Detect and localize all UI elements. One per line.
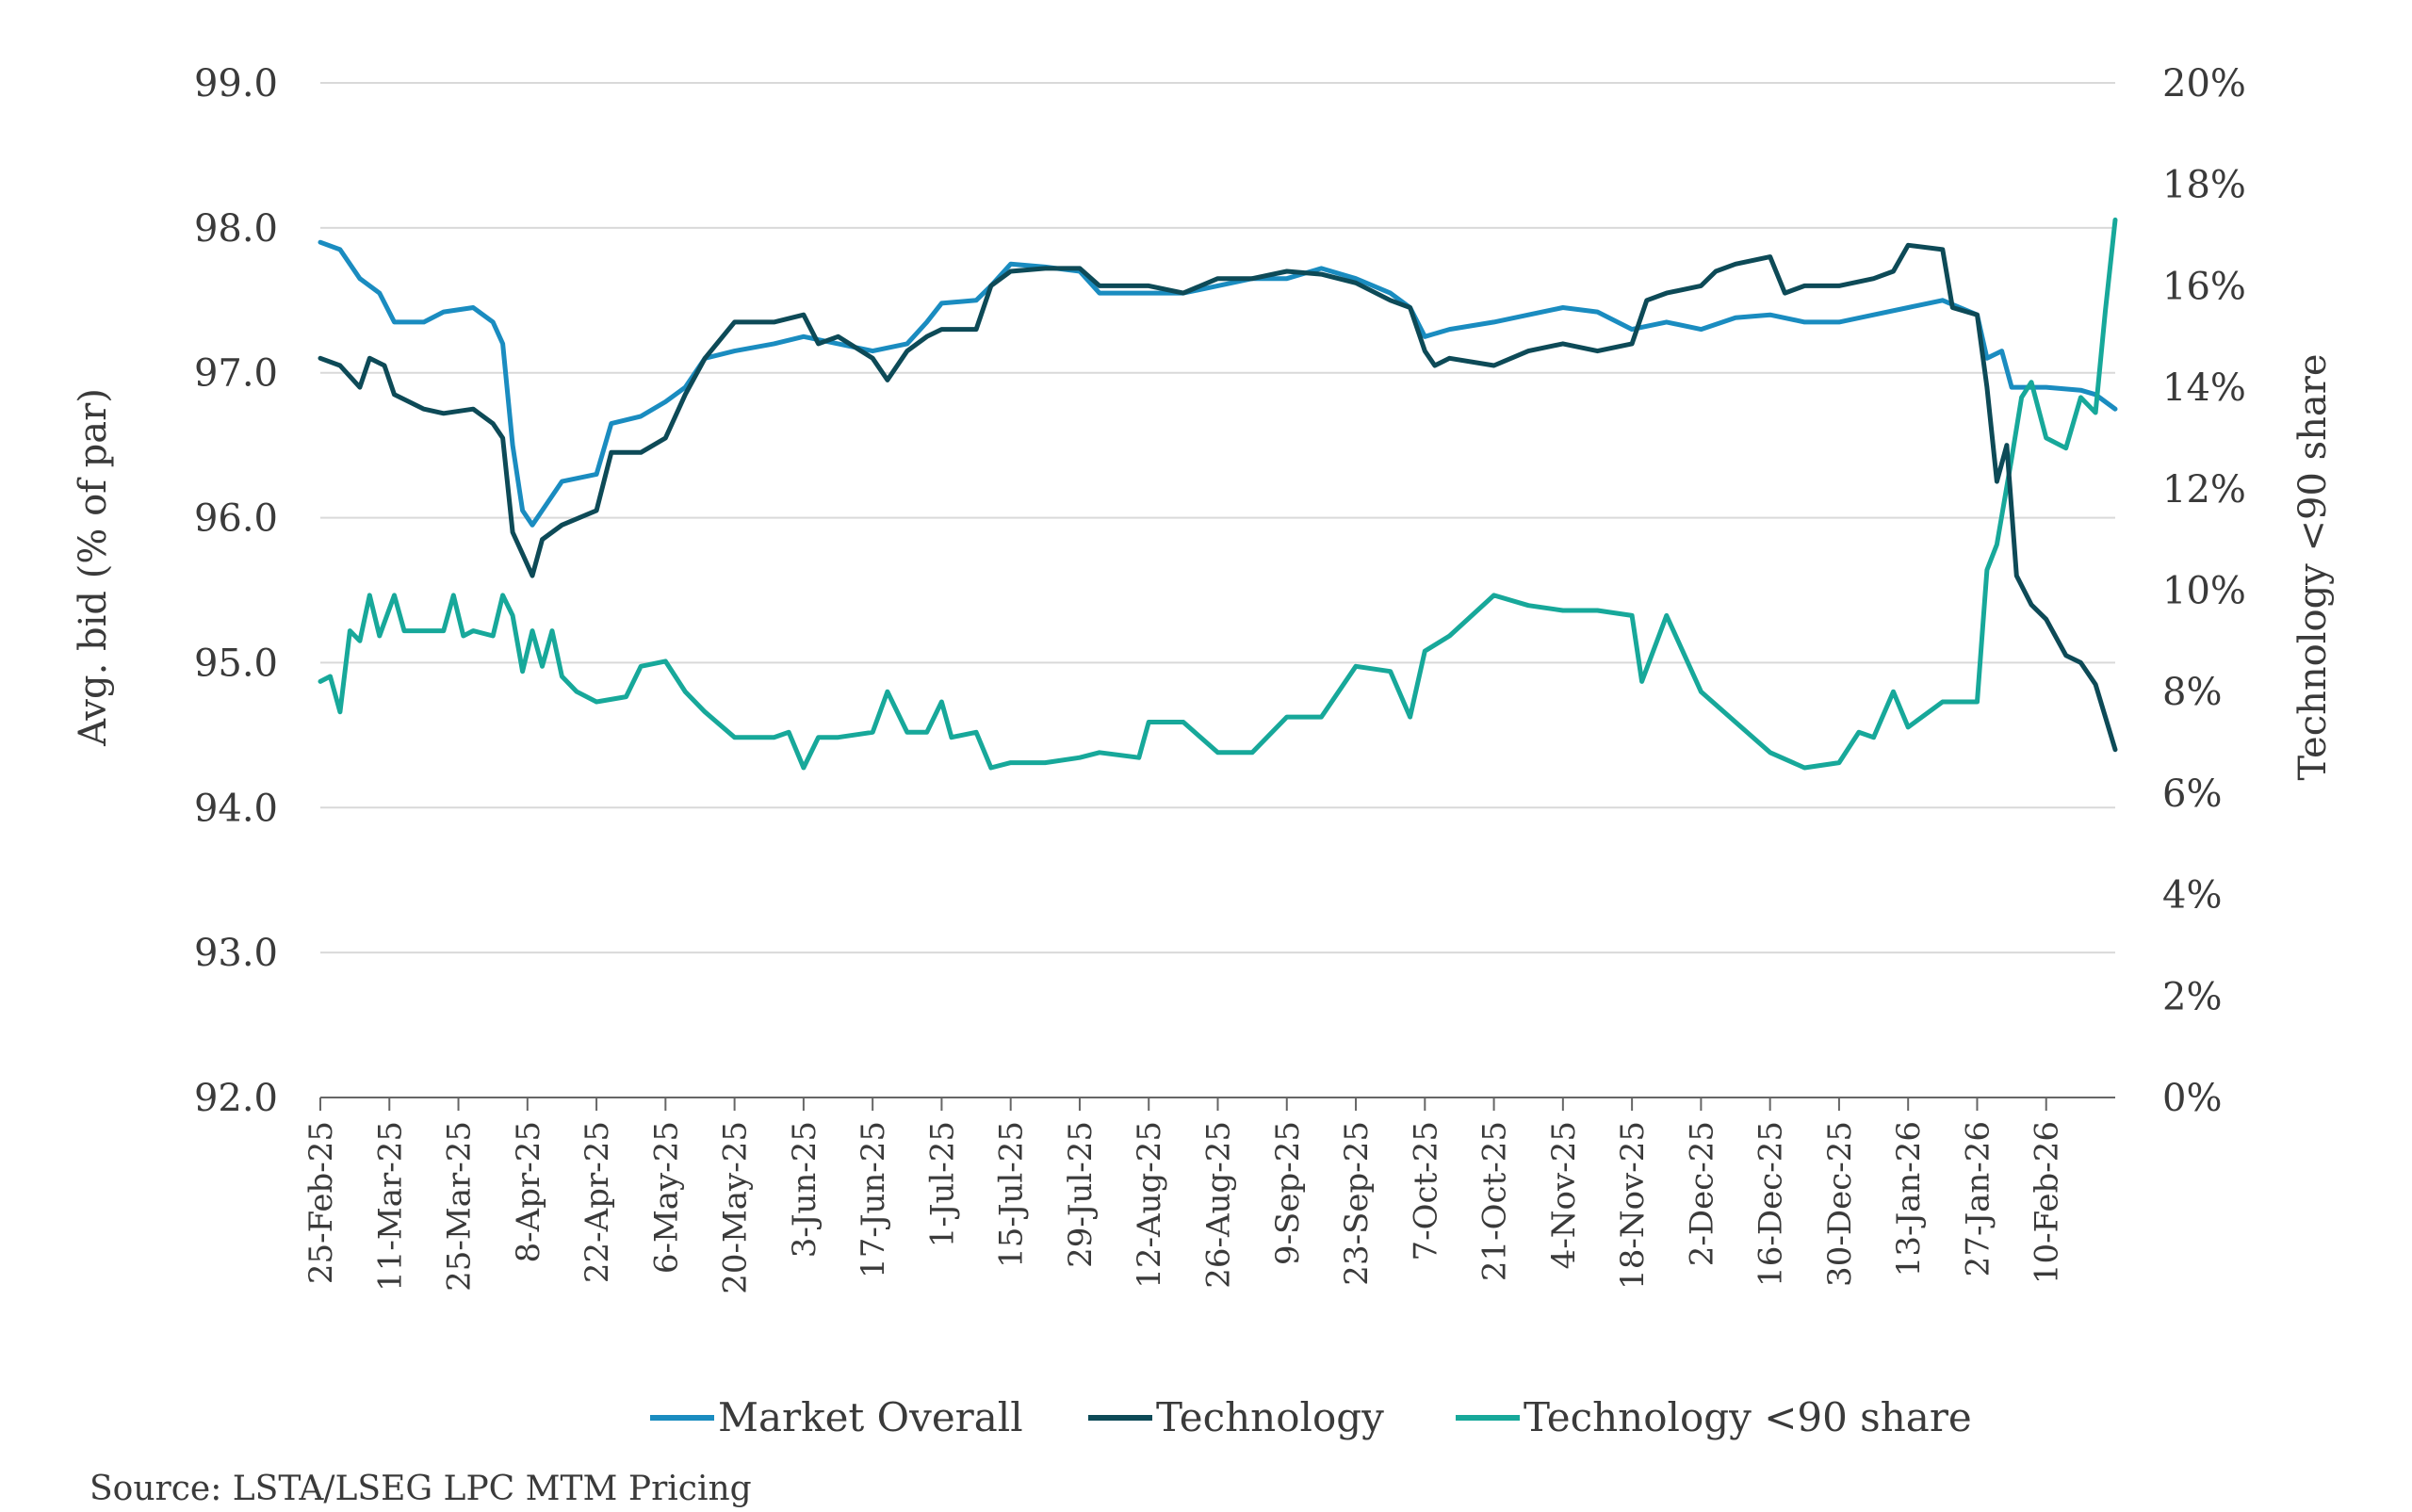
x-tick-label: 16-Dec-25 bbox=[1752, 1121, 1790, 1287]
x-tick-label: 2-Dec-25 bbox=[1683, 1121, 1720, 1266]
x-axis-ticks: 25-Feb-25 11-Mar-25 25-Mar-25 8-Apr-25 22-Ap… bbox=[302, 1097, 2066, 1294]
x-tick-label: 25-Feb-25 bbox=[302, 1121, 340, 1284]
x-tick-label: 21-Oct-25 bbox=[1476, 1121, 1514, 1281]
left-tick-label: 98.0 bbox=[194, 207, 278, 251]
x-tick-label: 22-Apr-25 bbox=[579, 1121, 616, 1283]
left-tick-label: 92.0 bbox=[194, 1077, 278, 1120]
right-tick-label: 12% bbox=[2162, 468, 2246, 512]
right-tick-label: 20% bbox=[2162, 62, 2246, 106]
legend-item-market-overall: Market Overall bbox=[650, 1394, 1023, 1440]
x-tick-label: 8-Apr-25 bbox=[510, 1121, 547, 1262]
series-lines bbox=[318, 217, 2118, 771]
right-tick-label: 6% bbox=[2162, 772, 2222, 816]
x-tick-label: 23-Sep-25 bbox=[1338, 1121, 1376, 1286]
right-tick-label: 18% bbox=[2162, 164, 2246, 207]
left-tick-label: 94.0 bbox=[194, 787, 278, 830]
x-tick-label: 4-Nov-25 bbox=[1545, 1121, 1583, 1269]
series-line-technology bbox=[318, 242, 2118, 753]
x-tick-label: 9-Sep-25 bbox=[1269, 1121, 1307, 1265]
x-tick-label: 15-Jul-25 bbox=[993, 1121, 1031, 1268]
x-tick-label: 12-Aug-25 bbox=[1131, 1121, 1168, 1289]
right-tick-label: 0% bbox=[2162, 1077, 2222, 1120]
x-tick-label: 6-May-25 bbox=[647, 1121, 685, 1274]
right-axis-ticks: 0% 2% 4% 6% 8% 10% 12% 14% 16% 18% 20% bbox=[2162, 62, 2246, 1120]
x-tick-label: 1-Jul-25 bbox=[923, 1121, 961, 1247]
right-tick-label: 4% bbox=[2162, 874, 2222, 918]
legend: Market Overall Technology Technology <90… bbox=[650, 1394, 1972, 1440]
source-note: Source: LSTA/LSEG LPC MTM Pricing bbox=[90, 1470, 752, 1508]
legend-item-technology: Technology bbox=[1088, 1394, 1384, 1440]
left-tick-label: 95.0 bbox=[194, 642, 278, 685]
legend-label-technology: Technology bbox=[1156, 1394, 1384, 1440]
x-tick-label: 17-Jun-25 bbox=[855, 1121, 892, 1278]
x-tick-label: 20-May-25 bbox=[717, 1121, 755, 1294]
legend-label-market-overall: Market Overall bbox=[718, 1394, 1023, 1440]
legend-item-technology-under-90-share: Technology <90 share bbox=[1456, 1394, 1972, 1440]
x-tick-label: 29-Jul-25 bbox=[1062, 1121, 1100, 1268]
right-axis-title: Technology <90 share bbox=[2291, 353, 2335, 780]
right-tick-label: 8% bbox=[2162, 671, 2222, 714]
right-tick-label: 2% bbox=[2162, 975, 2222, 1018]
x-tick-label: 13-Jan-26 bbox=[1890, 1121, 1928, 1276]
right-tick-label: 14% bbox=[2162, 366, 2246, 410]
left-axis-ticks: 92.0 93.0 94.0 95.0 96.0 97.0 98.0 99.0 bbox=[194, 62, 278, 1120]
x-tick-label: 11-Mar-25 bbox=[371, 1121, 409, 1292]
series-line-technology-under-90-share bbox=[318, 217, 2118, 771]
series-line-market-overall bbox=[318, 239, 2118, 528]
x-tick-label: 7-Oct-25 bbox=[1407, 1121, 1444, 1260]
x-tick-label: 30-Dec-25 bbox=[1821, 1121, 1859, 1287]
x-tick-label: 26-Aug-25 bbox=[1200, 1121, 1238, 1289]
right-tick-label: 10% bbox=[2162, 570, 2246, 613]
x-tick-label: 3-Jun-25 bbox=[786, 1121, 823, 1258]
x-tick-label: 18-Nov-25 bbox=[1614, 1121, 1652, 1290]
x-tick-label: 27-Jan-26 bbox=[1959, 1121, 1996, 1276]
left-tick-label: 97.0 bbox=[194, 352, 278, 396]
left-tick-label: 93.0 bbox=[194, 932, 278, 975]
legend-label-technology-under-90-share: Technology <90 share bbox=[1524, 1394, 1972, 1440]
left-tick-label: 99.0 bbox=[194, 62, 278, 106]
x-tick-label: 25-Mar-25 bbox=[441, 1121, 479, 1292]
left-tick-label: 96.0 bbox=[194, 497, 278, 541]
gridlines bbox=[320, 82, 2115, 954]
x-tick-label: 10-Feb-26 bbox=[2029, 1121, 2066, 1284]
right-tick-label: 16% bbox=[2162, 265, 2246, 308]
left-axis-title: Avg. bid (% of par) bbox=[72, 388, 115, 747]
